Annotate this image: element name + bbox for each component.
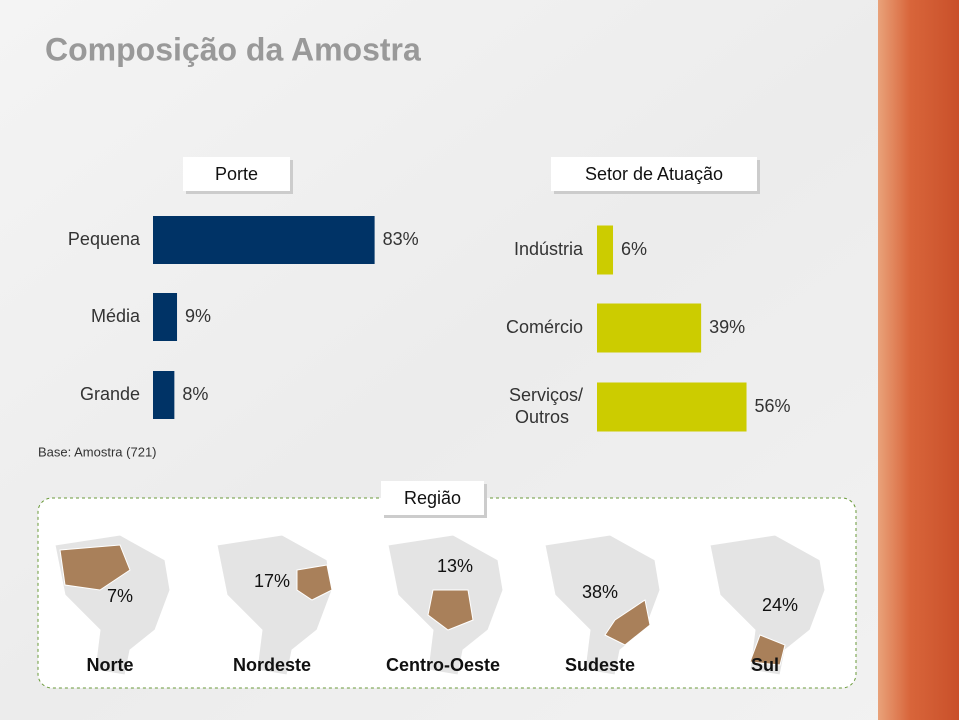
region-highlight (59, 544, 131, 591)
region-highlight (296, 564, 333, 601)
header-box (381, 481, 484, 515)
value-label: 24% (762, 595, 798, 615)
region-name: Sul (751, 655, 779, 675)
region-highlight (427, 589, 474, 631)
region-name: Centro-Oeste (386, 655, 500, 675)
category-label: Serviços/Outros (509, 385, 583, 427)
region-name: Norte (86, 655, 133, 675)
header-title: Região (404, 488, 461, 508)
region-highlight (604, 599, 651, 646)
slide-title: Composição da Amostra (45, 31, 421, 67)
header-title: Setor de Atuação (585, 164, 723, 184)
value-label: 39% (709, 317, 745, 337)
bar (597, 303, 702, 353)
bar (153, 216, 375, 264)
bar (153, 293, 178, 341)
map-outline (709, 534, 826, 676)
note: Base: Amostra (721) (38, 444, 157, 459)
side-strip (878, 0, 959, 720)
value-label: 56% (755, 396, 791, 416)
value-label: 8% (182, 384, 208, 404)
header-box (551, 157, 757, 191)
category-label: Grande (80, 384, 140, 404)
value-label: 9% (185, 306, 211, 326)
bar (597, 225, 614, 275)
category-label: Indústria (514, 239, 584, 259)
category-label: Comércio (506, 317, 583, 337)
category-label: Pequena (68, 229, 141, 249)
category-label: Média (91, 306, 141, 326)
value-label: 6% (621, 239, 647, 259)
value-label: 13% (437, 556, 473, 576)
region-highlight (749, 634, 786, 666)
header-box (183, 157, 290, 191)
region-name: Nordeste (233, 655, 311, 675)
bar (597, 382, 747, 432)
value-label: 17% (254, 571, 290, 591)
value-label: 83% (383, 229, 419, 249)
region-name: Sudeste (565, 655, 635, 675)
value-label: 38% (582, 582, 618, 602)
bar (153, 371, 175, 419)
header-title: Porte (215, 164, 258, 184)
value-label: 7% (107, 586, 133, 606)
